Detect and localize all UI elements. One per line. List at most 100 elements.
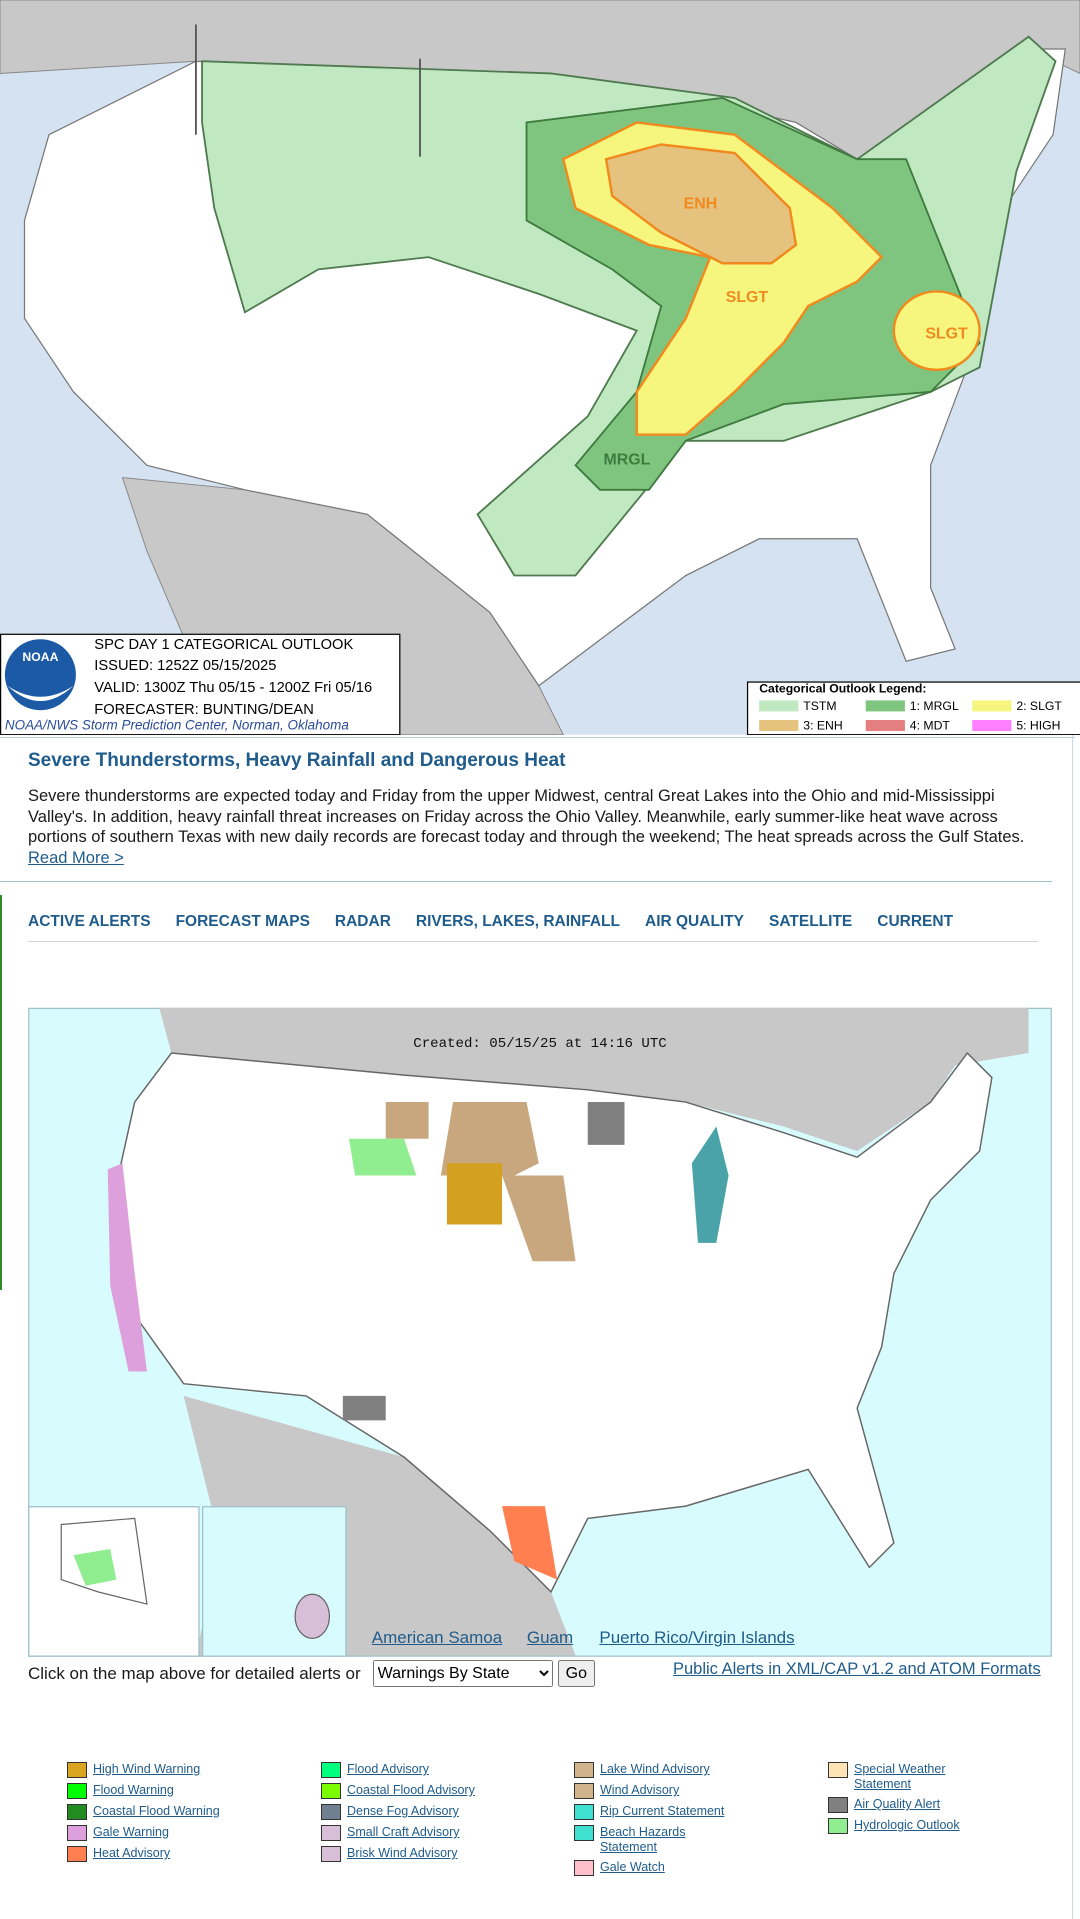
- legend-column: Lake Wind Advisory Wind Advisory Rip Curre…: [574, 1762, 730, 1876]
- divider: [0, 881, 1052, 882]
- legend-swatch: [321, 1846, 341, 1862]
- region-label: ENH: [684, 196, 718, 213]
- legend-swatch: [574, 1804, 594, 1820]
- legend-swatch: [321, 1804, 341, 1820]
- legend-item: Coastal Flood Advisory: [321, 1783, 475, 1799]
- legend-link[interactable]: Small Craft Advisory: [347, 1825, 460, 1839]
- legend-item: Brisk Wind Advisory: [321, 1846, 475, 1862]
- read-more-link[interactable]: Read More >: [28, 848, 124, 867]
- legend-swatch: [321, 1783, 341, 1799]
- legend-swatch: [574, 1860, 594, 1876]
- controls: Click on the map above for detailed aler…: [28, 1660, 1058, 1687]
- legend-link[interactable]: Rip Current Statement: [600, 1804, 725, 1818]
- alert-area: [348, 1138, 417, 1176]
- territory-link[interactable]: Guam: [526, 1628, 574, 1647]
- territory-link[interactable]: American Samoa: [371, 1628, 503, 1647]
- legend-link[interactable]: Brisk Wind Advisory: [347, 1846, 458, 1860]
- info-title: SPC DAY 1 CATEGORICAL OUTLOOK: [94, 637, 353, 653]
- alert-area: [440, 1102, 539, 1176]
- alert-area: [587, 1102, 625, 1145]
- legend-column: Flood Advisory Coastal Flood Advisory Dens…: [321, 1762, 475, 1862]
- nav-item[interactable]: CURRENT: [877, 913, 954, 930]
- legend-link[interactable]: Beach Hazards Statement: [600, 1825, 686, 1854]
- legend-item: Flood Warning: [67, 1783, 220, 1799]
- alert-area: [107, 1163, 147, 1372]
- alerts-map-shapes: Created: 05/15/25 at 14:16 UTC: [28, 1007, 1052, 1657]
- legend-item: Rip Current Statement: [574, 1804, 730, 1820]
- legend-link[interactable]: Gale Watch: [600, 1860, 665, 1874]
- alert-area: [691, 1126, 729, 1243]
- legend-item: Heat Advisory: [67, 1846, 220, 1862]
- legend-link[interactable]: Special Weather Statement: [854, 1762, 946, 1791]
- legend-label: TSTM: [803, 699, 836, 713]
- go-button[interactable]: Go: [557, 1660, 595, 1687]
- legend-link[interactable]: Air Quality Alert: [854, 1797, 941, 1811]
- nav-underline: [28, 941, 1038, 942]
- nav-item[interactable]: ACTIVE ALERTS: [28, 913, 151, 930]
- alerts-map[interactable]: Created: 05/15/25 at 14:16 UTC: [0, 1000, 1080, 1660]
- logo-wave: [7, 685, 74, 702]
- nav-item[interactable]: AIR QUALITY: [645, 913, 745, 930]
- legend-link[interactable]: Hydrologic Outlook: [854, 1818, 960, 1832]
- legend-label: 2: SLGT: [1016, 699, 1062, 713]
- legend-item: Beach Hazards Statement: [574, 1825, 730, 1855]
- enh-area: [604, 143, 798, 265]
- legend-link[interactable]: Heat Advisory: [93, 1846, 171, 1860]
- legend-label: 1: MRGL: [910, 699, 959, 713]
- legend-label: 3: ENH: [803, 718, 842, 732]
- legend-swatch: [865, 720, 905, 732]
- legend-item: Coastal Flood Warning: [67, 1804, 220, 1820]
- info-valid: VALID: 1300Z Thu 05/15 - 1200Z Fri 05/16: [94, 680, 372, 696]
- legend-swatch: [865, 700, 905, 712]
- legend-item: Special Weather Statement: [828, 1762, 984, 1792]
- legend-swatch: [828, 1797, 848, 1813]
- legend-swatch: [759, 720, 799, 732]
- legend-item: Flood Advisory: [321, 1762, 475, 1778]
- legend-link[interactable]: Flood Warning: [93, 1783, 174, 1797]
- legend-swatch: [972, 700, 1012, 712]
- legend-link[interactable]: Gale Warning: [93, 1825, 169, 1839]
- hawaii: [294, 1593, 331, 1639]
- edge-line: [1072, 735, 1073, 1919]
- legend-link[interactable]: Coastal Flood Warning: [93, 1804, 220, 1818]
- logo-text: NOAA: [22, 650, 58, 664]
- nav-item[interactable]: SATELLITE: [769, 913, 853, 930]
- noaa-logo: [4, 639, 76, 711]
- info-issued: ISSUED: 1252Z 05/15/2025: [94, 658, 276, 674]
- outlook-map[interactable]: ENH SLGT SLGT MRGL NOAA SPC DAY 1 CATEGO…: [0, 0, 1080, 735]
- controls-prompt: Click on the map above for detailed aler…: [28, 1663, 361, 1683]
- legend-swatch: [67, 1783, 87, 1799]
- alert-area: [342, 1395, 386, 1421]
- legend-swatch: [574, 1825, 594, 1841]
- territory-link[interactable]: Puerto Rico/Virgin Islands: [599, 1628, 795, 1647]
- legend-label: 4: MDT: [910, 718, 951, 732]
- state-select[interactable]: Warnings By State: [372, 1660, 553, 1687]
- region-label: MRGL: [604, 452, 651, 469]
- legend-column: High Wind Warning Flood Warning Coastal Fl…: [67, 1762, 220, 1862]
- nav-item[interactable]: RIVERS, LAKES, RAINFALL: [415, 913, 620, 930]
- alert-area: [385, 1102, 429, 1139]
- legend-link[interactable]: Coastal Flood Advisory: [347, 1783, 475, 1797]
- xml-link[interactable]: Public Alerts in XML/CAP v1.2 and ATOM F…: [672, 1660, 1041, 1678]
- usa: [109, 1051, 993, 1594]
- legend-swatch: [321, 1825, 341, 1841]
- legend-item: Wind Advisory: [574, 1783, 730, 1799]
- slgt-area: [892, 290, 981, 372]
- legend-swatch: [972, 720, 1012, 732]
- legend-swatch: [574, 1762, 594, 1778]
- canada: [159, 1007, 1029, 1152]
- legend-item: Air Quality Alert: [828, 1797, 984, 1813]
- legend-link[interactable]: High Wind Warning: [93, 1762, 201, 1776]
- headline-summary: Severe thunderstorms are expected today …: [28, 786, 1038, 868]
- nav-item[interactable]: RADAR: [334, 913, 391, 930]
- legend-link[interactable]: Flood Advisory: [347, 1762, 429, 1776]
- outlook-map-shapes: ENH SLGT SLGT MRGL NOAA SPC DAY 1 CATEGO…: [0, 0, 1080, 735]
- legend-link[interactable]: Dense Fog Advisory: [347, 1804, 459, 1818]
- legend-link[interactable]: Lake Wind Advisory: [600, 1762, 710, 1776]
- nav-item[interactable]: FORECAST MAPS: [175, 913, 310, 930]
- legend-item: Dense Fog Advisory: [321, 1804, 475, 1820]
- legend-item: Lake Wind Advisory: [574, 1762, 730, 1778]
- legend-link[interactable]: Wind Advisory: [600, 1783, 680, 1797]
